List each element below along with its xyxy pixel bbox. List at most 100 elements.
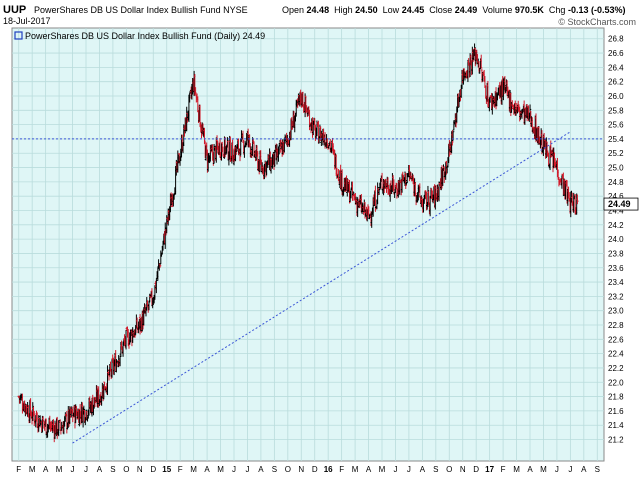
- ohlc-bar: [178, 156, 182, 166]
- y-tick-label: 25.8: [608, 106, 624, 115]
- ohlc-bar: [280, 140, 284, 157]
- close-value: 24.49: [454, 5, 478, 15]
- ohlc-bars: [17, 43, 579, 443]
- x-tick-label: 16: [324, 465, 333, 474]
- x-tick-label: J: [84, 465, 88, 474]
- ohlc-bar: [576, 194, 579, 205]
- ohlc-bar: [377, 188, 381, 195]
- x-tick-label: J: [568, 465, 572, 474]
- y-tick-label: 21.8: [608, 393, 624, 402]
- y-tick-label: 24.8: [608, 178, 624, 187]
- ohlc-bar: [93, 396, 97, 408]
- fund-name: PowerShares DB US Dollar Index Bullish F…: [34, 5, 248, 15]
- y-tick-label: 23.2: [608, 292, 624, 301]
- y-tick-label: 26.8: [608, 35, 624, 44]
- chart-date: 18-Jul-2017: [3, 16, 51, 26]
- x-tick-label: S: [433, 465, 438, 474]
- ohlc-bar: [348, 179, 351, 204]
- ohlc-bar: [480, 54, 483, 69]
- x-tick-label: D: [150, 465, 156, 474]
- y-tick-label: 24.0: [608, 235, 624, 244]
- quote-summary: Open 24.48 High 24.50 Low 24.45 Close 24…: [282, 5, 626, 15]
- exchange: NYSE: [223, 5, 248, 15]
- ohlc-bar: [455, 106, 459, 123]
- x-tick-label: 17: [485, 465, 494, 474]
- x-tick-label: J: [245, 465, 249, 474]
- x-tick-label: M: [352, 465, 359, 474]
- y-tick-label: 25.4: [608, 135, 624, 144]
- ohlc-bar: [454, 113, 458, 128]
- y-tick-label: 22.2: [608, 364, 624, 373]
- ohlc-bar: [326, 143, 330, 150]
- legend-swatch: [14, 31, 23, 40]
- y-tick-label: 23.8: [608, 249, 624, 258]
- y-tick-label: 21.4: [608, 421, 624, 430]
- x-tick-label: M: [56, 465, 63, 474]
- y-tick-label: 26.4: [608, 63, 624, 72]
- y-tick-label: 26.6: [608, 49, 624, 58]
- ohlc-bar: [404, 172, 407, 189]
- x-tick-label: F: [178, 465, 183, 474]
- y-tick-label: 26.2: [608, 78, 624, 87]
- y-tick-label: 21.6: [608, 407, 624, 416]
- x-tick-label: A: [527, 465, 533, 474]
- x-axis: F M A M J J A S O N D 15 F M A M J J A S O N D 16 F M A M J J A S O N D 17 F…: [16, 465, 600, 474]
- x-tick-label: M: [540, 465, 547, 474]
- x-tick-label: S: [110, 465, 115, 474]
- x-tick-label: M: [379, 465, 386, 474]
- ohlc-bar: [376, 182, 379, 205]
- y-axis: 21.2 21.4 21.6 21.8 22.0 22.2 22.4 22.6 22.8 23.0…: [608, 35, 624, 445]
- x-tick-label: M: [513, 465, 520, 474]
- x-tick-label: J: [407, 465, 411, 474]
- last-value-tag: 24.49: [603, 197, 639, 211]
- high-value: 24.50: [355, 5, 378, 15]
- x-tick-label: F: [339, 465, 344, 474]
- ohlc-bar: [24, 403, 27, 417]
- x-tick-label: O: [123, 465, 129, 474]
- legend: PowerShares DB US Dollar Index Bullish F…: [14, 31, 265, 41]
- x-tick-label: M: [29, 465, 36, 474]
- ohlc-bar: [31, 402, 34, 422]
- y-tick-label: 24.2: [608, 221, 624, 230]
- y-tick-label: 24.6: [608, 192, 624, 201]
- x-tick-label: S: [272, 465, 277, 474]
- ohlc-bar: [133, 329, 137, 339]
- x-tick-label: S: [595, 465, 600, 474]
- x-tick-label: D: [473, 465, 479, 474]
- x-tick-label: N: [298, 465, 304, 474]
- x-tick-label: J: [393, 465, 397, 474]
- ohlc-bar: [203, 127, 206, 144]
- ohlc-bar: [426, 185, 430, 207]
- x-tick-label: N: [137, 465, 143, 474]
- y-tick-label: 22.8: [608, 321, 624, 330]
- trend-line: [72, 131, 571, 444]
- y-tick-label: 22.0: [608, 378, 624, 387]
- x-tick-label: A: [258, 465, 264, 474]
- ohlc-bar: [451, 130, 454, 146]
- y-tick-label: 24.4: [608, 207, 624, 216]
- low-value: 24.45: [401, 5, 425, 15]
- ohlc-bar: [141, 309, 145, 330]
- legend-label: PowerShares DB US Dollar Index Bullish F…: [25, 31, 265, 41]
- volume-value: 970.5K: [514, 5, 544, 15]
- ohlc-bar: [414, 182, 417, 197]
- x-tick-label: M: [217, 465, 224, 474]
- x-tick-label: M: [190, 465, 197, 474]
- chart-header: UUP PowerShares DB US Dollar Index Bulli…: [0, 0, 640, 28]
- x-tick-label: F: [501, 465, 506, 474]
- x-tick-label: A: [366, 465, 372, 474]
- y-tick-label: 25.2: [608, 149, 624, 158]
- change-value: -0.13 (-0.53%): [567, 5, 626, 15]
- y-tick-label: 25.6: [608, 121, 624, 130]
- y-tick-label: 23.4: [608, 278, 624, 287]
- y-tick-label: 22.4: [608, 350, 624, 359]
- x-tick-label: A: [43, 465, 49, 474]
- x-tick-label: A: [204, 465, 210, 474]
- last-value-label: 24.49: [608, 199, 631, 209]
- ohlc-bar: [194, 87, 197, 95]
- ticker-symbol: UUP: [3, 4, 27, 16]
- x-tick-label: O: [285, 465, 291, 474]
- ohlc-bar: [226, 137, 229, 148]
- x-tick-label: J: [555, 465, 559, 474]
